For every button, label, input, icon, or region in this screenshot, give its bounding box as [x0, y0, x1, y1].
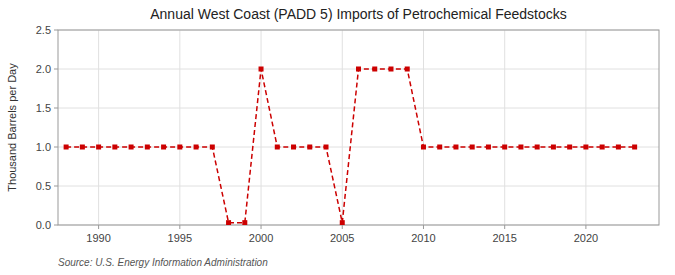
y-tick-label: 0.5 [36, 180, 51, 192]
series [64, 67, 638, 226]
y-tick-label: 2.5 [36, 24, 51, 36]
y-tick-label: 0.0 [36, 219, 51, 231]
data-point [470, 145, 475, 150]
x-tick [504, 225, 505, 229]
y-tick [54, 225, 58, 226]
y-grid-line [58, 108, 659, 109]
data-point [340, 220, 345, 225]
data-point [242, 220, 247, 225]
axes: 0.0 0.5 1.0 1.5 2.0 2.5 1990 1995 2000 2005 2010 20… [36, 24, 598, 244]
chart-container: 0.0 0.5 1.0 1.5 2.0 2.5 1990 1995 2000 2005 2010 20… [0, 0, 675, 275]
x-tick-label: 1990 [86, 232, 110, 244]
plot-background [58, 30, 659, 225]
grid [58, 30, 659, 225]
data-point [551, 145, 556, 150]
x-tick-label: 1995 [168, 232, 192, 244]
chart-svg: 0.0 0.5 1.0 1.5 2.0 2.5 1990 1995 2000 2005 2010 20… [0, 0, 675, 275]
chart-title: Annual West Coast (PADD 5) Imports of Pe… [150, 6, 567, 22]
data-point [291, 145, 296, 150]
data-point [259, 67, 264, 72]
data-point [486, 145, 491, 150]
data-point [405, 67, 410, 72]
data-point [583, 145, 588, 150]
y-axis-label: Thousand Barrels per Day [6, 63, 18, 192]
data-point [96, 145, 101, 150]
data-point [80, 145, 85, 150]
y-tick [54, 186, 58, 187]
x-grid-line [98, 30, 99, 225]
data-point [535, 145, 540, 150]
data-point [161, 145, 166, 150]
data-point [210, 145, 215, 150]
data-point [177, 145, 182, 150]
data-point [502, 145, 507, 150]
data-point [518, 145, 523, 150]
data-point [567, 145, 572, 150]
data-point [275, 145, 280, 150]
x-grid-line [342, 30, 343, 225]
x-grid-line [585, 30, 586, 225]
x-tick [179, 225, 180, 229]
data-point [600, 145, 605, 150]
y-grid-line [58, 186, 659, 187]
x-grid-line [179, 30, 180, 225]
x-tick [342, 225, 343, 229]
x-grid-line [261, 30, 262, 225]
y-tick-label: 1.5 [36, 102, 51, 114]
x-tick [585, 225, 586, 229]
data-point [453, 145, 458, 150]
data-point [421, 145, 426, 150]
y-tick [54, 147, 58, 148]
data-point [194, 145, 199, 150]
x-tick [261, 225, 262, 229]
source-note: Source: U.S. Energy Information Administ… [58, 257, 268, 268]
data-point [324, 145, 329, 150]
data-point [145, 145, 150, 150]
y-tick [54, 108, 58, 109]
x-tick-label: 2015 [492, 232, 516, 244]
y-tick-label: 1.0 [36, 141, 51, 153]
x-tick-label: 2010 [411, 232, 435, 244]
data-point [307, 145, 312, 150]
y-tick [54, 30, 58, 31]
data-point [226, 220, 231, 225]
plot-frame [58, 30, 659, 225]
x-tick [98, 225, 99, 229]
y-tick-label: 2.0 [36, 63, 51, 75]
data-line [66, 69, 635, 223]
x-tick-label: 2005 [330, 232, 354, 244]
data-point [356, 67, 361, 72]
data-point [437, 145, 442, 150]
data-point [112, 145, 117, 150]
x-grid-line [423, 30, 424, 225]
data-point [372, 67, 377, 72]
data-point [129, 145, 134, 150]
x-tick-label: 2020 [574, 232, 598, 244]
x-tick-label: 2000 [249, 232, 273, 244]
data-point [632, 145, 637, 150]
x-tick [423, 225, 424, 229]
y-tick [54, 69, 58, 70]
data-point [388, 67, 393, 72]
x-grid-line [504, 30, 505, 225]
data-point [64, 145, 69, 150]
data-point [616, 145, 621, 150]
